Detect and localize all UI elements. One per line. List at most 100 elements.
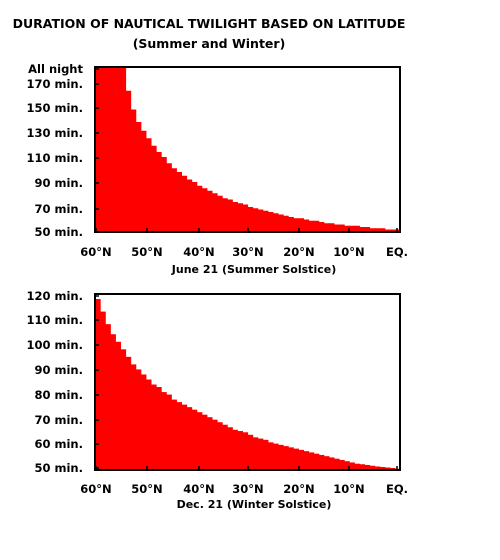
bar [156, 152, 162, 232]
bar [95, 67, 101, 232]
bar [100, 311, 106, 470]
bar [181, 175, 188, 232]
x-tick-label: 10°N [333, 245, 364, 259]
bar [100, 67, 106, 232]
bar [247, 207, 254, 232]
x-tick-label: 30°N [232, 245, 263, 259]
bar [145, 379, 152, 470]
bar [278, 214, 284, 232]
x-tick-label: 60°N [80, 482, 111, 496]
bar [394, 229, 401, 232]
y-tick-label: 110 min. [27, 151, 84, 165]
bar [379, 466, 386, 470]
bar [293, 448, 299, 470]
bar [333, 224, 340, 232]
x-tick-label: 10°N [333, 482, 364, 496]
x-tick-label: 50°N [131, 482, 162, 496]
y-tick-label: 90 min. [35, 363, 84, 377]
bar [308, 452, 315, 470]
bar [262, 439, 269, 470]
bar [227, 427, 233, 470]
bar [237, 203, 244, 232]
y-tick-label: 150 min. [27, 101, 84, 115]
bar [217, 422, 223, 470]
bar [349, 462, 355, 470]
bar [150, 145, 157, 232]
x-tick-label: 20°N [283, 245, 314, 259]
bar [211, 193, 218, 232]
bar [313, 220, 320, 232]
bar [354, 225, 360, 232]
y-tick-label: 100 min. [27, 338, 84, 352]
bar [257, 438, 264, 470]
bar [222, 424, 228, 470]
bar [191, 182, 198, 232]
y-tick-label: 170 min. [27, 77, 84, 91]
bar [369, 228, 376, 232]
bar [140, 130, 147, 232]
bar [313, 453, 320, 470]
x-tick-label: EQ. [386, 482, 408, 496]
bar [120, 349, 127, 470]
bar [130, 109, 137, 232]
bar [115, 67, 122, 232]
bar [369, 465, 376, 470]
bar [339, 459, 345, 470]
bar [323, 223, 330, 232]
y-tick-label: 90 min. [35, 176, 84, 190]
bar [288, 447, 294, 470]
bar [201, 414, 208, 470]
bar [156, 387, 162, 470]
bar [130, 364, 137, 470]
bar [135, 369, 142, 470]
bar [374, 466, 381, 470]
bar [349, 225, 355, 232]
y-tick-label: 50 min. [35, 461, 84, 475]
y-tick-label: 120 min. [27, 289, 84, 303]
bar [140, 374, 147, 470]
bar [237, 431, 244, 470]
x-tick-label: EQ. [386, 245, 408, 259]
x-axis-caption: Dec. 21 (Winter Solstice) [177, 498, 332, 511]
bar [150, 384, 157, 470]
bar [252, 208, 259, 232]
bar [196, 412, 203, 470]
bar [105, 67, 111, 232]
bar [267, 212, 274, 232]
bar [389, 467, 396, 470]
bar [344, 225, 350, 232]
bar [354, 463, 360, 470]
bar [272, 443, 279, 470]
bar [161, 157, 167, 232]
bar [105, 324, 111, 470]
bar [125, 356, 132, 470]
x-axis-caption: June 21 (Summer Solstice) [171, 263, 336, 276]
bar [115, 341, 122, 470]
y-tick-label: 80 min. [35, 388, 84, 402]
bar [211, 419, 218, 470]
bar [283, 446, 289, 470]
bar [186, 407, 193, 470]
bar [232, 202, 238, 232]
bar [181, 404, 188, 470]
bar [176, 402, 183, 470]
bar [303, 219, 310, 232]
bar [145, 138, 152, 232]
chart-title: DURATION OF NAUTICAL TWILIGHT BASED ON L… [12, 16, 406, 31]
bar [272, 213, 279, 232]
bar [298, 218, 305, 232]
bar [379, 228, 386, 232]
y-tick-label: 130 min. [27, 126, 84, 140]
bar [110, 67, 116, 232]
x-tick-label: 30°N [232, 482, 263, 496]
bar [384, 229, 391, 232]
bar [384, 467, 391, 470]
bar [161, 392, 167, 470]
bar [389, 229, 396, 232]
bar [247, 434, 254, 470]
x-tick-label: 50°N [131, 245, 162, 259]
bar [364, 464, 371, 470]
winter-chart: 120 min. 110 min. 100 min. 90 min. 80 min. 70… [27, 289, 409, 511]
